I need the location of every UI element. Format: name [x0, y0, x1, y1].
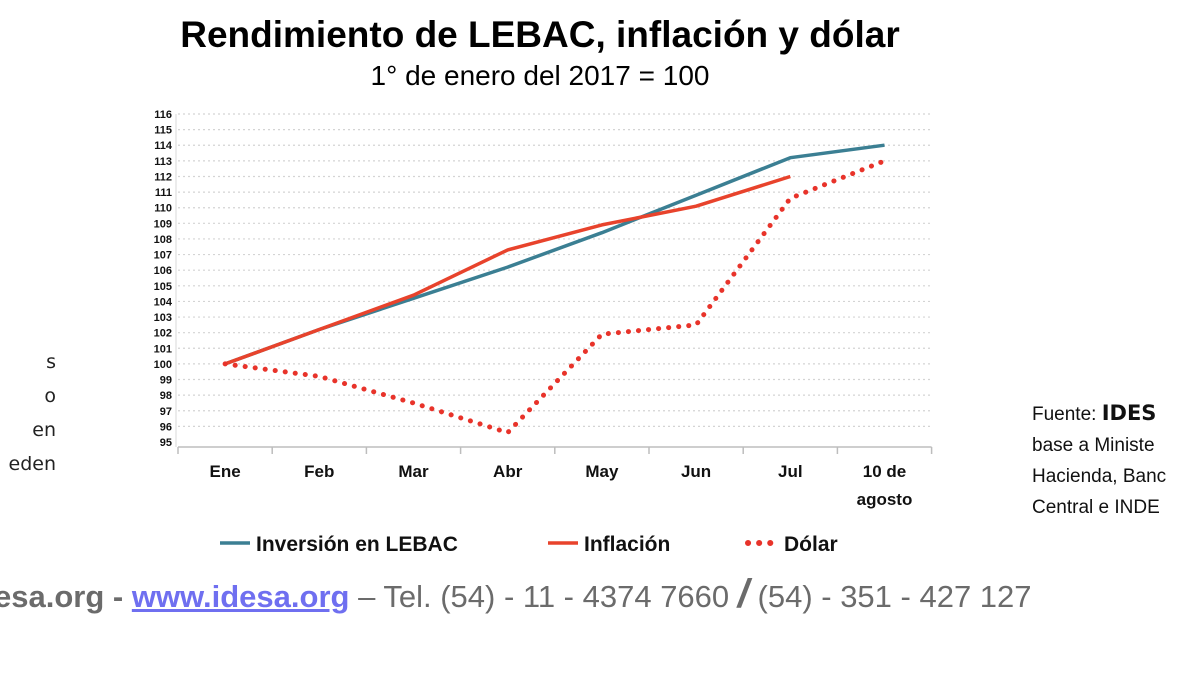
y-tick-label: 100	[154, 359, 172, 371]
footer-phone-2: (54) - 351 - 427 127	[748, 579, 1032, 614]
y-tick-label: 98	[160, 390, 172, 402]
y-tick-label: 96	[160, 421, 172, 433]
fragment-line: o	[44, 385, 56, 407]
x-tick-label: Mar	[398, 462, 429, 481]
x-tick-label: agosto	[857, 490, 913, 509]
y-tick-label: 115	[154, 125, 172, 137]
y-tick-label: 114	[154, 140, 173, 152]
chart-subtitle: 1° de enero del 2017 = 100	[370, 60, 710, 91]
legend-label: Inflación	[584, 533, 670, 556]
legend-label: Inversión en LEBAC	[256, 533, 458, 556]
y-tick-label: 107	[154, 250, 172, 262]
footer-contact: esa.org - www.idesa.org – Tel. (54) - 11…	[0, 572, 1032, 617]
y-tick-label: 102	[154, 328, 172, 340]
legend-label: Dólar	[784, 533, 838, 556]
y-tick-label: 95	[160, 437, 172, 449]
x-tick-label: Jun	[681, 462, 711, 481]
y-tick-label: 99	[160, 375, 172, 387]
y-tick-label: 97	[160, 406, 172, 418]
fragment-line: eden	[8, 453, 56, 475]
x-tick-label: 10 de	[863, 462, 906, 481]
x-tick-label: Ene	[210, 462, 241, 481]
source-line: base a Ministe	[1032, 435, 1155, 456]
series-line-d-lar	[222, 158, 887, 436]
x-tick-label: May	[585, 462, 619, 481]
y-tick-label: 110	[154, 203, 172, 215]
fragment-line: s	[46, 351, 56, 373]
source-org: IDES	[1101, 401, 1157, 425]
fragment-line: en	[32, 419, 56, 441]
y-tick-label: 116	[154, 109, 172, 121]
footer-phone-1: – Tel. (54) - 11 - 4374 7660	[349, 579, 738, 614]
y-tick-label: 108	[154, 234, 172, 246]
source-prefix: Fuente:	[1032, 404, 1102, 425]
y-tick-label: 111	[155, 187, 172, 199]
source-line: Hacienda, Banc	[1032, 466, 1167, 487]
x-tick-label: Jul	[778, 462, 803, 481]
y-tick-label: 109	[154, 218, 172, 230]
source-note: Fuente: IDES base a Ministe Hacienda, Ba…	[1032, 398, 1166, 523]
y-tick-label: 103	[154, 312, 172, 324]
y-tick-label: 105	[154, 281, 172, 293]
y-tick-label: 113	[154, 156, 172, 168]
chart-title: Rendimiento de LEBAC, inflación y dólar	[180, 14, 900, 55]
y-tick-label: 104	[154, 296, 173, 308]
footer-domain: esa.org -	[0, 579, 132, 614]
y-tick-label: 112	[154, 171, 172, 183]
x-tick-label: Feb	[304, 462, 334, 481]
x-tick-label: Abr	[493, 462, 523, 481]
y-tick-label: 101	[154, 343, 172, 355]
footer-slash: /	[737, 572, 749, 616]
source-line: Central e INDE	[1032, 497, 1160, 518]
left-text-fragment: s o en eden	[0, 345, 56, 481]
y-tick-label: 106	[154, 265, 172, 277]
website-link[interactable]: www.idesa.org	[131, 579, 350, 614]
